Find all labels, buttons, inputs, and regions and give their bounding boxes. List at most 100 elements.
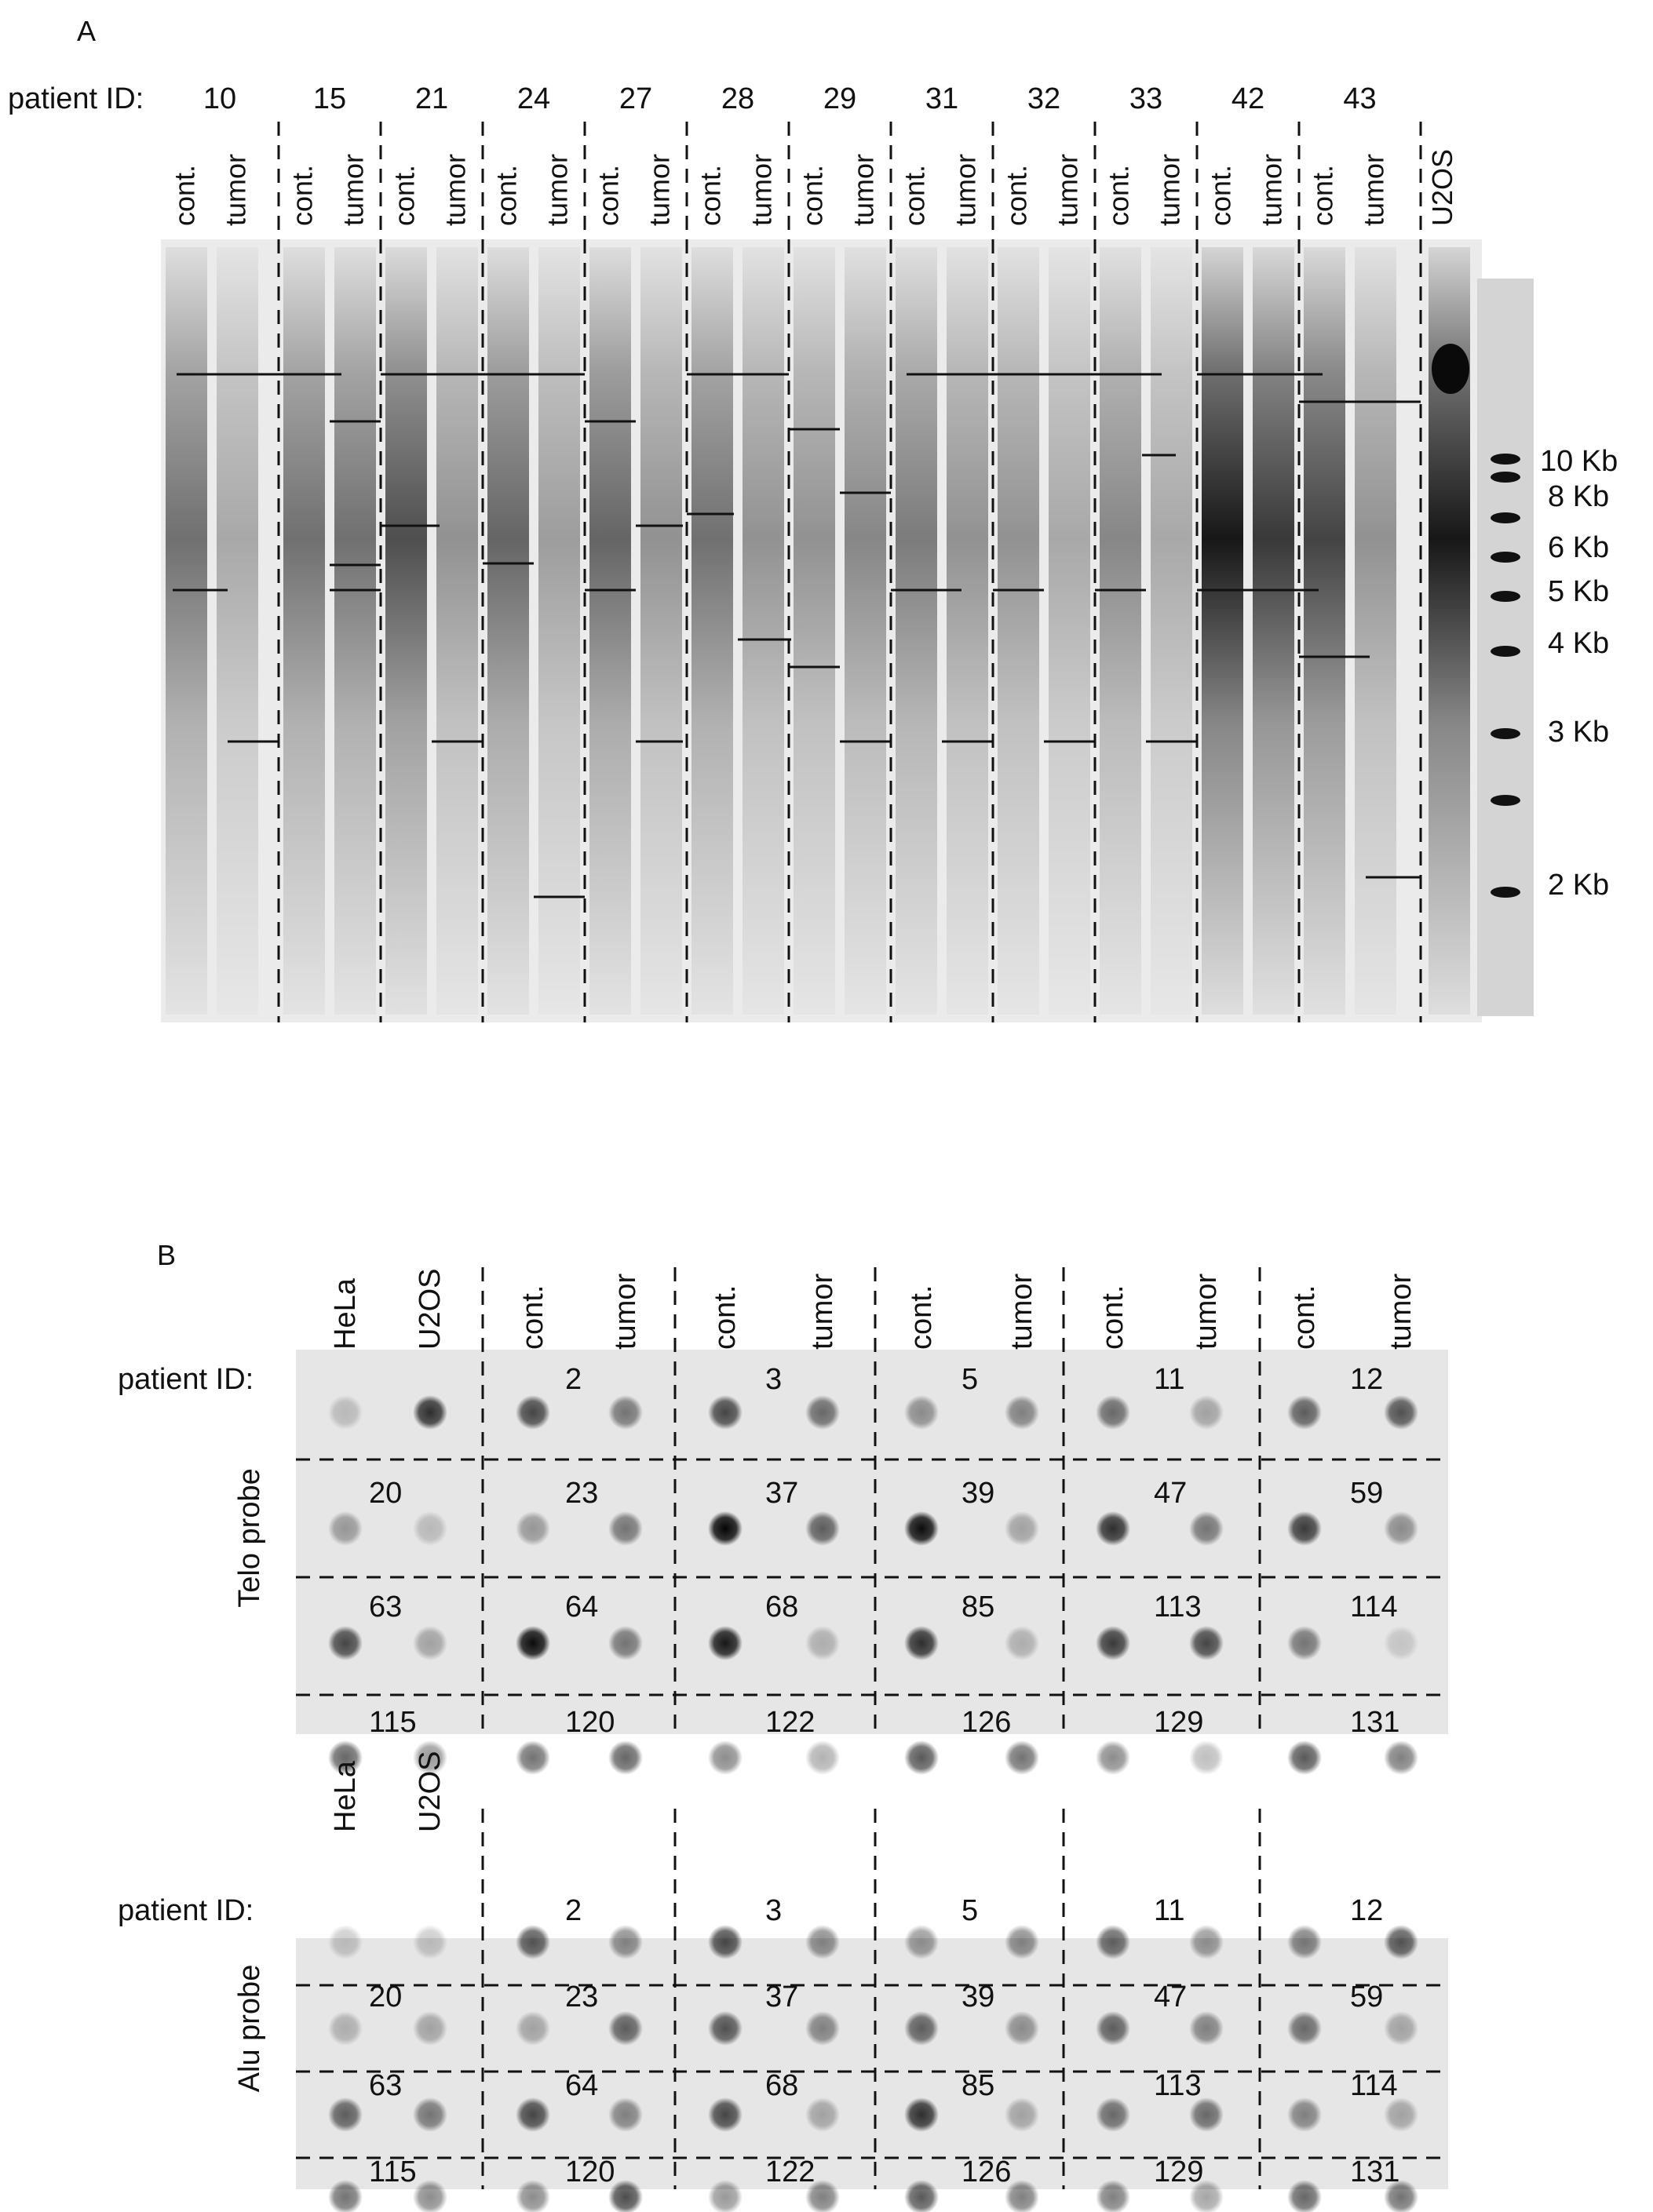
- patient-id-126: 126: [962, 1706, 1011, 1739]
- patient-id-59: 59: [1350, 1981, 1383, 2013]
- dot-spot: [1287, 1925, 1322, 1959]
- lane-label-tumor: tumor: [1154, 154, 1186, 226]
- ladder-label-8-kb: 8 Kb: [1548, 480, 1609, 513]
- patient-id-33: 33: [1129, 82, 1162, 115]
- dot-spot: [608, 2011, 643, 2046]
- dot-spot: [1384, 1511, 1418, 1546]
- dot-spot: [805, 2097, 840, 2132]
- dot-spot: [1287, 2011, 1322, 2046]
- patient-id-27: 27: [619, 82, 652, 115]
- patient-id-31: 31: [925, 82, 958, 115]
- dot-spot: [516, 2097, 550, 2132]
- dot-spot: [708, 1925, 743, 1959]
- patient-id-64: 64: [565, 2069, 598, 2102]
- dot-spot: [413, 2011, 447, 2046]
- patient-id-24: 24: [517, 82, 550, 115]
- lane-label-u2os: U2OS: [1426, 149, 1458, 226]
- patient-id-2: 2: [565, 1894, 582, 1927]
- dot-spot: [328, 2011, 363, 2046]
- patient-id-68: 68: [765, 2069, 798, 2102]
- dot-spot: [328, 1925, 363, 1959]
- dot-spot: [608, 1395, 643, 1430]
- patient-id-12: 12: [1350, 1894, 1383, 1927]
- dot-spot: [904, 1511, 939, 1546]
- dot-spot: [1384, 1626, 1418, 1660]
- patient-id-29: 29: [823, 82, 856, 115]
- dot-spot: [708, 1626, 743, 1660]
- dot-spot: [413, 1511, 447, 1546]
- column-header-cont: cont.: [1288, 1285, 1321, 1350]
- patient-id-129: 129: [1154, 1706, 1203, 1739]
- patient-id-131: 131: [1350, 2156, 1399, 2188]
- dot-spot: [1189, 1626, 1224, 1660]
- dot-spot: [516, 1626, 550, 1660]
- lane-label-cont: cont.: [593, 165, 625, 226]
- dot-spot: [1005, 2180, 1039, 2212]
- gel-lane: [947, 247, 988, 1015]
- column-header-cont: cont.: [905, 1285, 938, 1350]
- patient-id-23: 23: [565, 1981, 598, 2013]
- gel-lane: [217, 247, 258, 1015]
- column-header-tumor: tumor: [806, 1274, 839, 1350]
- gel-lane: [743, 247, 784, 1015]
- dot-spot: [516, 2011, 550, 2046]
- column-header-hela: HeLa: [329, 1760, 362, 1832]
- dot-spot: [1189, 2097, 1224, 2132]
- gel-lane: [794, 247, 835, 1015]
- patient-id-label: patient ID:: [118, 1894, 254, 1927]
- dot-spot: [516, 2180, 550, 2212]
- dot-spot: [516, 1925, 550, 1959]
- patient-id-10: 10: [203, 82, 236, 115]
- dot-spot: [1096, 2180, 1130, 2212]
- ladder-band: [1491, 591, 1520, 602]
- ladder-labels: 10 Kb8 Kb 6 Kb 5 Kb 4 Kb 3 Kb 2 Kb: [1540, 445, 1618, 902]
- dot-spot: [1096, 1925, 1130, 1959]
- dot-spot: [1384, 2180, 1418, 2212]
- dot-spot: [708, 2180, 743, 2212]
- panel-b-label: B: [157, 1239, 176, 1271]
- patient-id-68: 68: [765, 1591, 798, 1623]
- patient-id-120: 120: [565, 2156, 615, 2188]
- patient-id-129: 129: [1154, 2156, 1203, 2188]
- lane-label-cont: cont.: [695, 165, 727, 226]
- column-header-u2os: U2OS: [414, 1751, 447, 1832]
- lane-label-cont: cont.: [1001, 165, 1033, 226]
- dot-spot: [1384, 1395, 1418, 1430]
- ladder-band: [1491, 454, 1520, 465]
- dot-spot: [413, 1740, 447, 1775]
- patient-id-label: patient ID:: [8, 82, 144, 115]
- ladder-label-4-kb: 4 Kb: [1548, 627, 1609, 660]
- lane-label-tumor: tumor: [338, 154, 370, 226]
- patient-id-20: 20: [369, 1981, 402, 2013]
- patient-id-113: 113: [1154, 2069, 1202, 2102]
- lane-label-tumor: tumor: [950, 154, 982, 226]
- patient-id-114: 114: [1350, 1591, 1398, 1623]
- lane-label-tumor: tumor: [746, 154, 778, 226]
- lane-label-cont: cont.: [1103, 165, 1135, 226]
- dot-blot-column-headers: HeLa U2OS cont. tumor cont. tumor cont. tumor co…: [329, 1269, 1418, 1350]
- lane-label-tumor: tumor: [644, 154, 676, 226]
- patient-id-12: 12: [1350, 1363, 1383, 1396]
- dot-spot: [805, 1925, 840, 1959]
- dot-spot: [1189, 2011, 1224, 2046]
- lane-label-tumor: tumor: [848, 154, 880, 226]
- dot-spot: [708, 2097, 743, 2132]
- patient-id-59: 59: [1350, 1477, 1383, 1510]
- patient-id-15: 15: [313, 82, 346, 115]
- dot-spot: [904, 2097, 939, 2132]
- dot-spot: [1287, 1740, 1322, 1775]
- gel-lane: [385, 247, 427, 1015]
- panel-a-label: A: [77, 15, 96, 47]
- dot-spot: [608, 1925, 643, 1959]
- patient-id-37: 37: [765, 1477, 798, 1510]
- gel-lane: [845, 247, 886, 1015]
- dot-spot: [708, 2011, 743, 2046]
- patient-id-114: 114: [1350, 2069, 1398, 2102]
- lane-label-cont: cont.: [389, 165, 421, 226]
- dot-spot: [805, 2011, 840, 2046]
- patient-id-47: 47: [1154, 1477, 1187, 1510]
- probe-label: Alu probe: [233, 1965, 266, 2093]
- gel-lane: [1049, 247, 1090, 1015]
- gel-lane: [487, 247, 529, 1015]
- ladder-bands: [1491, 454, 1520, 898]
